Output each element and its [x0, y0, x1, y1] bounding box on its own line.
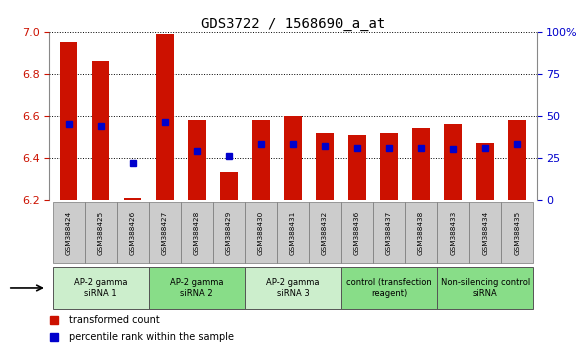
Bar: [53, 267, 148, 309]
Bar: [92, 61, 110, 200]
Bar: [220, 172, 238, 200]
Bar: [252, 120, 270, 200]
Bar: [509, 120, 526, 200]
Text: GSM388434: GSM388434: [482, 210, 488, 255]
Text: AP-2 gamma
siRNA 2: AP-2 gamma siRNA 2: [170, 278, 223, 298]
Bar: [245, 202, 277, 263]
Text: GSM388433: GSM388433: [450, 210, 456, 255]
Text: control (transfection
reagent): control (transfection reagent): [346, 278, 432, 298]
Bar: [444, 124, 462, 200]
Title: GDS3722 / 1568690_a_at: GDS3722 / 1568690_a_at: [201, 17, 385, 31]
Bar: [437, 202, 469, 263]
Text: AP-2 gamma
siRNA 1: AP-2 gamma siRNA 1: [74, 278, 128, 298]
Bar: [181, 202, 213, 263]
Bar: [277, 202, 309, 263]
Text: transformed count: transformed count: [69, 315, 160, 325]
Text: GSM388436: GSM388436: [354, 210, 360, 255]
Bar: [437, 267, 533, 309]
Bar: [476, 143, 494, 200]
Text: AP-2 gamma
siRNA 3: AP-2 gamma siRNA 3: [266, 278, 320, 298]
Bar: [412, 128, 430, 200]
Bar: [148, 267, 245, 309]
Bar: [316, 132, 334, 200]
Bar: [284, 116, 302, 200]
Bar: [53, 202, 85, 263]
Text: GSM388425: GSM388425: [97, 210, 104, 255]
Text: GSM388424: GSM388424: [66, 210, 71, 255]
Text: GSM388438: GSM388438: [418, 210, 424, 255]
Text: GSM388430: GSM388430: [258, 210, 264, 255]
Text: GSM388437: GSM388437: [386, 210, 392, 255]
Text: GSM388432: GSM388432: [322, 210, 328, 255]
Bar: [156, 34, 173, 200]
Bar: [117, 202, 148, 263]
Text: GSM388429: GSM388429: [226, 210, 232, 255]
Bar: [309, 202, 341, 263]
Bar: [501, 202, 533, 263]
Bar: [124, 198, 142, 200]
Text: GSM388427: GSM388427: [162, 210, 168, 255]
Bar: [188, 120, 205, 200]
Bar: [341, 267, 437, 309]
Text: GSM388435: GSM388435: [514, 210, 520, 255]
Bar: [213, 202, 245, 263]
Bar: [148, 202, 181, 263]
Text: Non-silencing control
siRNA: Non-silencing control siRNA: [441, 278, 530, 298]
Bar: [245, 267, 341, 309]
Bar: [60, 42, 77, 200]
Text: percentile rank within the sample: percentile rank within the sample: [69, 332, 234, 342]
Bar: [469, 202, 501, 263]
Text: GSM388428: GSM388428: [194, 210, 200, 255]
Text: GSM388426: GSM388426: [130, 210, 136, 255]
Bar: [405, 202, 437, 263]
Bar: [373, 202, 405, 263]
Text: GSM388431: GSM388431: [290, 210, 296, 255]
Bar: [85, 202, 117, 263]
Bar: [380, 132, 398, 200]
Bar: [341, 202, 373, 263]
Bar: [348, 135, 366, 200]
